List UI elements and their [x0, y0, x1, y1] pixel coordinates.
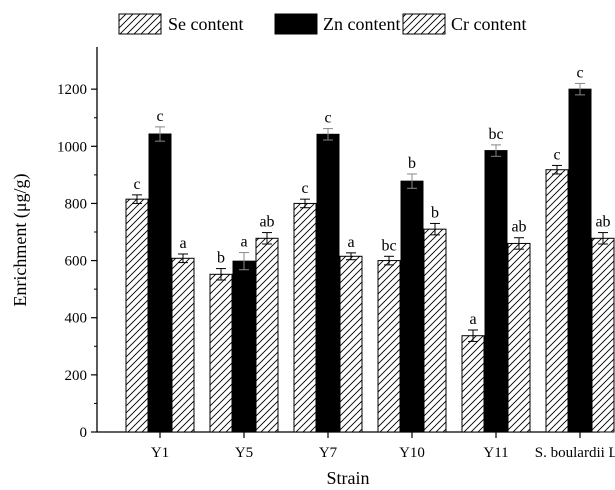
x-tick-label: Y5 — [235, 445, 253, 461]
x-axis-ticks: Y1 Y5 Y7 Y10 Y11 S. boulardii L2 — [151, 432, 615, 461]
significance-label: ab — [259, 214, 274, 231]
legend-swatch-zn — [274, 13, 318, 35]
x-tick-label: Y7 — [319, 445, 338, 461]
y-tick-label: 600 — [65, 254, 88, 270]
bar-cr-2 — [339, 255, 363, 433]
significance-label: b — [431, 204, 439, 221]
bar-se-3 — [377, 260, 401, 433]
x-tick-label: Y11 — [483, 445, 508, 461]
y-tick-label: 800 — [65, 196, 88, 212]
significance-label: bc — [488, 126, 503, 143]
bar-se-0 — [125, 198, 149, 433]
significance-label: a — [240, 234, 247, 251]
y-tick-label: 0 — [80, 425, 88, 441]
x-axis-label: Strain — [327, 468, 370, 488]
y-axis-label: Enrichment (μg/g) — [10, 173, 31, 306]
legend-label-cr: Cr content — [451, 14, 526, 34]
legend-swatch-se — [118, 13, 162, 35]
legend: Se content Zn content Cr content — [118, 13, 526, 35]
bar-cr-4 — [507, 242, 531, 433]
significance-label: a — [179, 235, 186, 252]
legend-label-zn: Zn content — [323, 14, 400, 34]
significance-label: b — [408, 155, 416, 172]
bar-cr-0 — [171, 257, 195, 433]
y-axis-ticks: 0 200 400 600 800 1000 1200 — [57, 82, 97, 441]
significance-label: ab — [511, 219, 526, 236]
bar-zn-4 — [484, 150, 508, 433]
y-tick-label: 200 — [65, 368, 88, 384]
significance-label: c — [301, 180, 308, 197]
bar-zn-1 — [232, 260, 256, 433]
significance-label: a — [347, 234, 354, 251]
significance-label: c — [133, 176, 140, 193]
bar-zn-3 — [400, 180, 424, 433]
significance-label: c — [156, 108, 163, 125]
x-tick-label: Y1 — [151, 445, 169, 461]
significance-label: a — [469, 311, 476, 328]
legend-swatch-cr — [402, 13, 446, 35]
bar-zn-0 — [148, 133, 172, 433]
y-tick-label: 1000 — [57, 139, 87, 155]
y-tick-label: 1200 — [57, 82, 87, 98]
bar-cr-3 — [423, 228, 447, 433]
bar-cr-5 — [591, 237, 615, 433]
bar-cr-1 — [255, 237, 279, 433]
bar-se-1 — [209, 273, 233, 433]
significance-label: c — [553, 146, 560, 163]
bar-se-5 — [545, 169, 569, 433]
significance-label: ab — [595, 214, 610, 231]
y-tick-label: 400 — [65, 311, 88, 327]
bar-zn-5 — [568, 88, 592, 433]
x-tick-label: Y10 — [399, 445, 425, 461]
significance-label: c — [576, 64, 583, 81]
bar-zn-2 — [316, 133, 340, 433]
significance-label: bc — [381, 237, 396, 254]
legend-label-se: Se content — [168, 14, 243, 34]
x-tick-label: S. boulardii L2 — [535, 445, 615, 461]
bar-se-4 — [461, 335, 485, 433]
bar-se-2 — [293, 202, 317, 433]
significance-label: c — [324, 110, 331, 127]
significance-label: b — [217, 250, 225, 267]
